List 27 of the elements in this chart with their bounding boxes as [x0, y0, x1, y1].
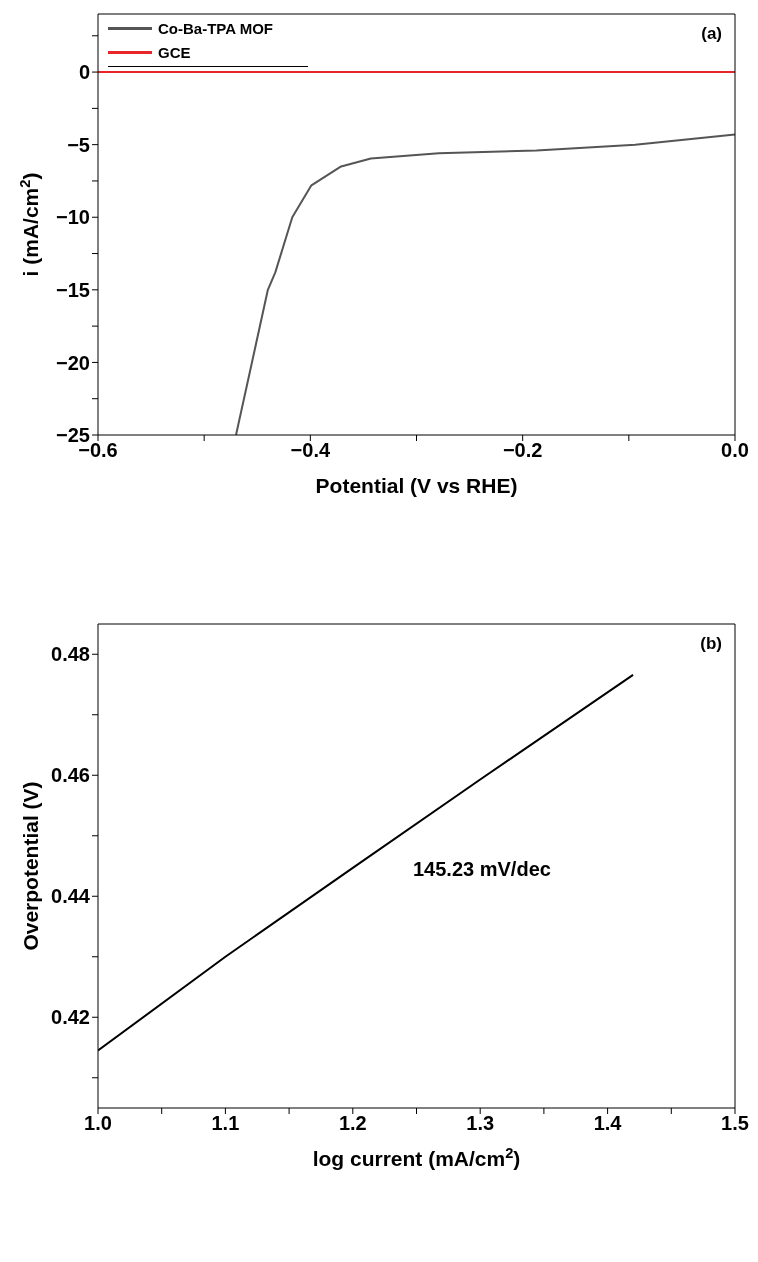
legend-label: GCE — [158, 43, 191, 61]
y-tick-label: 0.48 — [51, 643, 90, 666]
annotation: 145.23 mV/dec — [413, 858, 551, 881]
x-tick-label: −0.4 — [290, 439, 331, 462]
x-tick-label: 1.5 — [721, 1112, 749, 1135]
x-tick-label: 1.3 — [466, 1112, 495, 1135]
line-series — [235, 133, 735, 435]
y-tick-label: 0 — [78, 61, 90, 84]
y-tick-label: −15 — [56, 278, 90, 301]
legend-label: Co-Ba-TPA MOF — [158, 19, 273, 37]
x-tick-label: 1.1 — [211, 1112, 240, 1135]
text: (b) — [700, 634, 722, 654]
x-tick-label: 0.0 — [721, 439, 749, 462]
y-tick-label: 0.46 — [51, 764, 90, 787]
x-tick-label: 1.0 — [84, 1112, 112, 1135]
y-tick-label: −10 — [56, 206, 90, 229]
y-tick-label: 0.44 — [51, 885, 91, 908]
x-tick-label: 1.2 — [338, 1112, 367, 1135]
y-tick-label: 0.42 — [51, 1006, 90, 1029]
x-tick-label: 1.4 — [593, 1112, 623, 1135]
x-axis-title: Potential (V vs RHE) — [315, 474, 518, 497]
y-tick-label: −5 — [67, 133, 90, 156]
x-tick-label: −0.2 — [502, 439, 543, 462]
x-axis-title: log current (mA/cm$^{2}$) — [312, 1145, 521, 1170]
y-axis-title: Overpotential (V) — [19, 781, 42, 951]
y-tick-label: −20 — [56, 351, 90, 374]
text: (a) — [701, 24, 722, 44]
